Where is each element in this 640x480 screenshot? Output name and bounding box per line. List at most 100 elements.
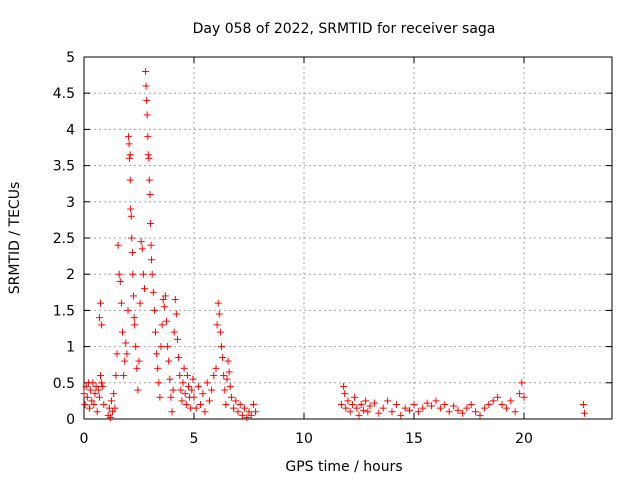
data-point bbox=[142, 67, 150, 75]
data-point bbox=[179, 379, 187, 387]
data-point bbox=[125, 140, 133, 148]
data-point bbox=[364, 408, 372, 416]
data-point bbox=[124, 306, 132, 314]
data-point bbox=[137, 238, 145, 246]
data-point bbox=[428, 402, 436, 410]
data-point bbox=[156, 393, 164, 401]
data-point bbox=[126, 151, 134, 159]
data-point bbox=[511, 408, 519, 416]
data-point bbox=[192, 404, 200, 412]
data-point bbox=[406, 406, 414, 414]
data-point bbox=[183, 372, 191, 380]
data-point bbox=[90, 401, 98, 409]
data-point bbox=[197, 401, 205, 409]
x-tick-label: 5 bbox=[190, 431, 199, 447]
data-point bbox=[147, 241, 155, 249]
data-point bbox=[143, 96, 151, 104]
data-point bbox=[213, 321, 221, 329]
data-point bbox=[220, 372, 228, 380]
data-point bbox=[341, 390, 349, 398]
data-point bbox=[170, 328, 178, 336]
data-point bbox=[109, 408, 117, 416]
data-point bbox=[366, 402, 374, 410]
data-point bbox=[397, 411, 405, 419]
data-point bbox=[182, 401, 190, 409]
data-point bbox=[188, 386, 196, 394]
data-point bbox=[83, 393, 91, 401]
data-point bbox=[454, 406, 462, 414]
axis-ticks: 0 0.5 1 1.5 2 2.5 3 3.5 4 4.5 5 0 5 10 15 20 bbox=[53, 50, 612, 447]
y-tick-label: 2 bbox=[66, 267, 75, 283]
data-point bbox=[152, 328, 159, 336]
data-point bbox=[155, 379, 163, 387]
data-point bbox=[392, 401, 400, 409]
data-point bbox=[95, 314, 103, 322]
data-point bbox=[165, 357, 173, 365]
data-point bbox=[158, 321, 166, 329]
data-point bbox=[86, 404, 93, 412]
x-tick-label: 20 bbox=[515, 431, 533, 447]
data-point bbox=[344, 397, 352, 405]
data-point bbox=[176, 372, 184, 380]
data-point bbox=[351, 393, 359, 401]
data-point bbox=[480, 404, 488, 412]
data-point bbox=[128, 234, 136, 242]
data-point bbox=[222, 401, 230, 409]
data-point bbox=[353, 404, 361, 412]
y-tick-label: 3.5 bbox=[53, 159, 75, 175]
data-point bbox=[142, 82, 150, 90]
data-point bbox=[113, 350, 121, 358]
data-point bbox=[516, 390, 524, 398]
data-point bbox=[189, 375, 197, 383]
y-tick-label: 2.5 bbox=[53, 231, 75, 247]
data-point bbox=[127, 212, 135, 220]
data-point bbox=[92, 382, 100, 390]
data-point bbox=[236, 401, 244, 409]
data-point bbox=[172, 310, 180, 318]
data-point bbox=[221, 386, 229, 394]
data-point bbox=[342, 404, 350, 412]
data-point bbox=[201, 408, 209, 416]
data-point bbox=[135, 357, 143, 365]
data-point bbox=[467, 401, 475, 409]
data-point bbox=[348, 401, 356, 409]
data-point bbox=[579, 401, 587, 409]
y-tick-label: 3 bbox=[66, 195, 75, 211]
data-point bbox=[337, 401, 345, 409]
data-point bbox=[97, 299, 104, 307]
data-point bbox=[234, 408, 242, 416]
data-point bbox=[359, 406, 367, 414]
data-point bbox=[97, 372, 104, 380]
data-point bbox=[223, 375, 231, 383]
data-point bbox=[370, 399, 378, 407]
data-point bbox=[178, 397, 186, 405]
data-point bbox=[388, 408, 396, 416]
data-point bbox=[210, 372, 218, 380]
data-point bbox=[89, 379, 97, 387]
data-point bbox=[145, 176, 153, 184]
data-point bbox=[450, 402, 458, 410]
data-point bbox=[81, 401, 89, 409]
data-point bbox=[130, 314, 138, 322]
y-tick-label: 4.5 bbox=[53, 86, 75, 102]
data-point bbox=[106, 414, 114, 422]
data-point bbox=[379, 404, 387, 412]
data-point bbox=[498, 401, 506, 409]
data-point bbox=[230, 404, 238, 412]
data-point bbox=[123, 350, 131, 358]
data-point bbox=[174, 335, 181, 343]
data-point bbox=[227, 393, 235, 401]
data-point bbox=[144, 151, 152, 159]
data-point bbox=[126, 154, 134, 162]
data-point bbox=[375, 409, 383, 417]
data-point bbox=[520, 393, 528, 401]
data-point bbox=[226, 382, 234, 390]
data-point bbox=[340, 382, 348, 390]
data-point bbox=[208, 386, 216, 394]
data-point bbox=[88, 397, 96, 405]
data-point bbox=[91, 390, 99, 398]
data-point bbox=[502, 404, 510, 412]
data-point bbox=[117, 299, 125, 307]
data-point bbox=[423, 399, 431, 407]
data-point bbox=[122, 339, 130, 347]
